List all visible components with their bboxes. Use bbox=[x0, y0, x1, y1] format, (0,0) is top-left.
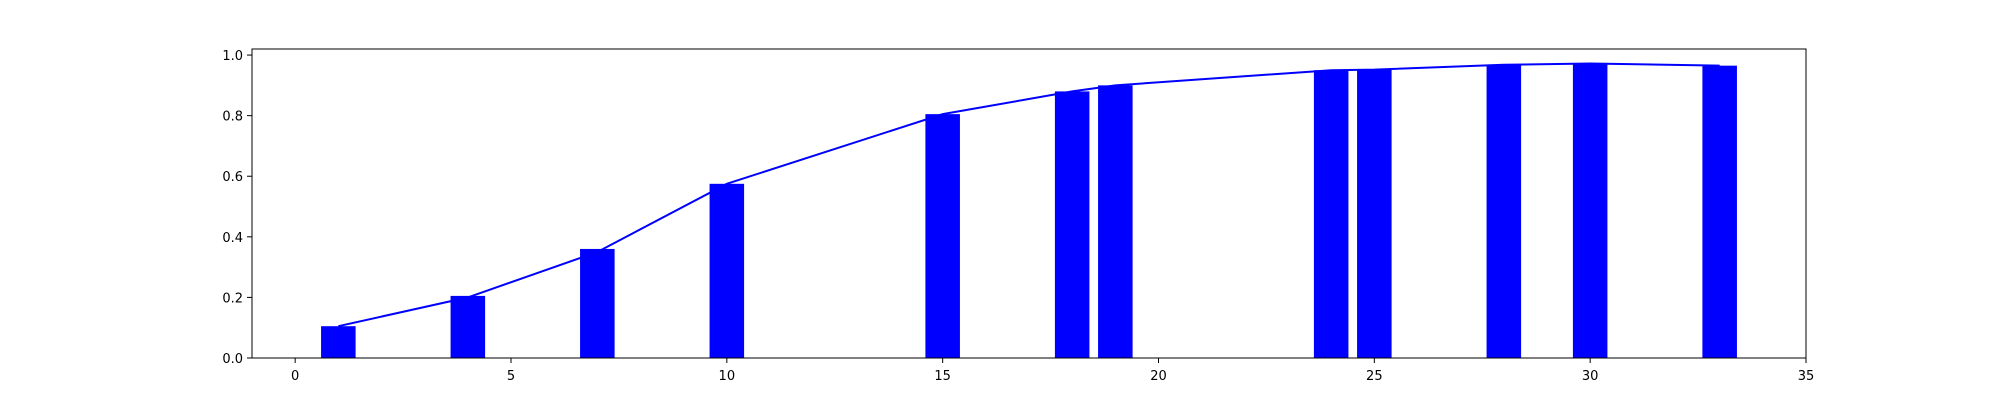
bar-15 bbox=[925, 114, 960, 358]
bar-25 bbox=[1357, 69, 1392, 358]
x-tick-label: 25 bbox=[1366, 369, 1383, 384]
line-group bbox=[338, 62, 1720, 328]
x-tick-label: 35 bbox=[1798, 369, 1815, 384]
bar-19 bbox=[1098, 85, 1133, 359]
bars-group bbox=[321, 63, 1737, 359]
y-tick-label: 0.6 bbox=[222, 170, 243, 185]
x-tick-label: 20 bbox=[1150, 369, 1167, 384]
series-line bbox=[338, 62, 1720, 328]
y-tick-label: 0.2 bbox=[222, 291, 243, 306]
plot-frame bbox=[251, 48, 1807, 359]
y-tick-label: 0.4 bbox=[222, 231, 243, 246]
y-tick-label: 0.0 bbox=[222, 352, 243, 367]
bar-30 bbox=[1572, 63, 1608, 359]
x-tick-label: 0 bbox=[291, 369, 299, 384]
y-tick-label: 1.0 bbox=[222, 49, 243, 64]
x-tick-label: 10 bbox=[719, 369, 736, 384]
bar-7 bbox=[580, 248, 615, 358]
bar-28 bbox=[1486, 64, 1522, 359]
bar-10 bbox=[709, 183, 745, 358]
bar-1 bbox=[321, 326, 356, 358]
x-tick-label: 30 bbox=[1582, 369, 1599, 384]
bar-24 bbox=[1313, 70, 1349, 359]
bar-33 bbox=[1702, 65, 1737, 358]
bar-4 bbox=[450, 295, 486, 358]
bar-18 bbox=[1054, 91, 1090, 358]
x-tick-label: 15 bbox=[934, 369, 951, 384]
y-tick-label: 0.8 bbox=[222, 110, 243, 125]
x-tick-label: 5 bbox=[507, 369, 515, 384]
x-axis: 0 5 10 15 20 25 30 35 bbox=[291, 358, 1814, 384]
y-axis: 0.0 0.2 0.4 0.6 0.8 1.0 bbox=[222, 49, 252, 367]
